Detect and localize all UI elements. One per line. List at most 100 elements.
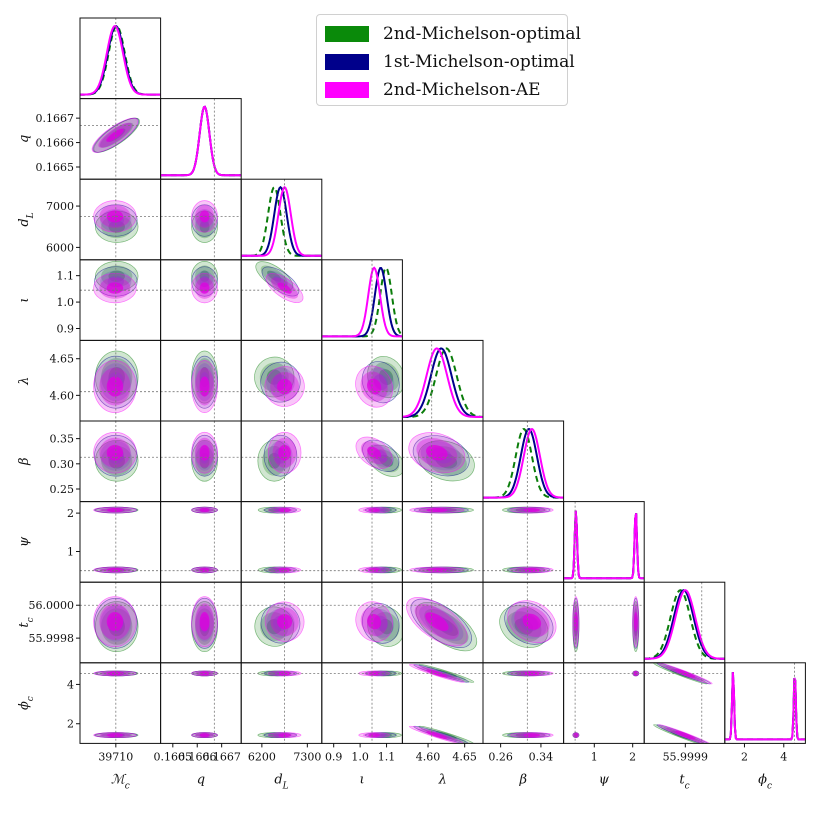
panel-dL-iota bbox=[240, 259, 323, 341]
panel-content bbox=[80, 259, 161, 341]
panel-iota-phic: 0.9 1.0 1.1 ι bbox=[321, 662, 403, 787]
panel-content bbox=[402, 662, 483, 744]
y-tick-label: 1 bbox=[67, 545, 74, 558]
panel-frame bbox=[563, 662, 645, 744]
contour-2nd-Michelson-AE-level3 bbox=[426, 444, 448, 461]
panel-content bbox=[483, 662, 564, 744]
panel-content bbox=[321, 421, 403, 502]
contour-2nd-Michelson-AE-level3 bbox=[633, 612, 638, 632]
contour-2nd-Michelson-AE-level3 bbox=[199, 376, 210, 397]
panel-beta-tc bbox=[482, 581, 565, 664]
y-axis-label-iota: ι bbox=[17, 298, 32, 303]
x-tick-label: 0.1667 bbox=[202, 750, 241, 763]
diag-beta bbox=[482, 420, 565, 503]
panel-dL-lambda bbox=[240, 339, 323, 422]
legend-label: 2nd-Michelson-optimal bbox=[383, 24, 581, 44]
x-tick-label: 55.9999 bbox=[663, 750, 709, 763]
panel-content bbox=[80, 421, 161, 502]
contour-2nd-Michelson-AE-level3 bbox=[106, 282, 124, 294]
x-tick-label: 2 bbox=[741, 750, 748, 763]
marginal-curve-2nd-Michelson-AE bbox=[483, 428, 564, 499]
panel-content bbox=[160, 259, 242, 341]
panel-content bbox=[241, 421, 322, 502]
contour-2nd-Michelson-AE-level3 bbox=[199, 612, 210, 632]
contour-2nd-Michelson-AE-level3 bbox=[278, 444, 291, 461]
y-axis-label-dL: dL bbox=[17, 212, 36, 226]
panel-frame bbox=[160, 98, 242, 180]
panel-content bbox=[483, 421, 564, 502]
marginal-curve-2nd-Michelson-AE bbox=[644, 589, 725, 660]
contour-2nd-Michelson-AE-level3 bbox=[199, 508, 210, 513]
legend-entry: 2nd-Michelson-optimal bbox=[325, 23, 581, 45]
contour-2nd-Michelson-AE-level3 bbox=[199, 282, 210, 294]
panel-iota-beta bbox=[321, 420, 403, 503]
x-axis-label-Mc: ℳc bbox=[111, 772, 130, 791]
y-tick-label: 56.0000 bbox=[29, 599, 75, 612]
panel-content bbox=[241, 259, 322, 341]
panel-content bbox=[644, 662, 725, 744]
panel-content bbox=[241, 582, 322, 663]
contour-2nd-Michelson-AE-level3 bbox=[278, 671, 291, 676]
marginal-curve-2nd-Michelson-AE bbox=[160, 105, 242, 177]
panel-content bbox=[321, 340, 403, 421]
diag-lambda bbox=[401, 339, 484, 422]
panel-content bbox=[160, 662, 242, 744]
panel-content bbox=[402, 421, 483, 502]
panel-content bbox=[483, 501, 564, 583]
contour-2nd-Michelson-AE-level3 bbox=[366, 378, 382, 395]
legend: 2nd-Michelson-optimal 1st-Michelson-opti… bbox=[316, 14, 581, 106]
y-tick-label: 0.9 bbox=[57, 323, 75, 336]
marginal-curve-2nd-Michelson-AE bbox=[80, 24, 161, 96]
contour-2nd-Michelson-AE-level3 bbox=[425, 612, 449, 632]
panel-content bbox=[80, 582, 161, 663]
legend-swatch-magenta bbox=[325, 82, 369, 98]
panel-Mc-tc: 55.9998 56.0000 tc bbox=[17, 581, 162, 664]
panel-psi-phic: 1 2 ψ bbox=[563, 662, 645, 787]
contour-2nd-Michelson-AE-level3 bbox=[523, 733, 541, 738]
x-axis-label-psi: ψ bbox=[599, 772, 610, 787]
y-axis-label-lambda: λ bbox=[17, 377, 32, 386]
panel-content bbox=[160, 98, 242, 180]
legend-swatch-green bbox=[325, 26, 369, 42]
contour-2nd-Michelson-AE-level3 bbox=[276, 378, 293, 395]
diag-q bbox=[160, 98, 242, 180]
panel-iota-psi bbox=[321, 501, 403, 583]
contour-2nd-Michelson-AE-level3 bbox=[426, 567, 448, 572]
y-axis-label-beta: β bbox=[17, 458, 32, 467]
y-tick-label: 0.1665 bbox=[36, 161, 75, 174]
x-tick-label: 0.9 bbox=[325, 750, 343, 763]
contour-2nd-Michelson-AE-level3 bbox=[106, 733, 124, 738]
contour-2nd-Michelson-AE-level3 bbox=[106, 508, 124, 513]
y-tick-label: 2 bbox=[67, 718, 74, 731]
contour-2nd-Michelson-AE-level3 bbox=[199, 210, 210, 223]
marginal-curve-1st-Michelson-optimal bbox=[644, 589, 725, 660]
y-tick-label: 4 bbox=[67, 678, 74, 691]
diag-dL bbox=[240, 178, 323, 261]
panel-dL-phic: 6200 7300 dL bbox=[240, 662, 323, 791]
panel-content bbox=[241, 501, 322, 583]
x-tick-label: 7300 bbox=[293, 750, 321, 763]
diag-psi bbox=[563, 501, 645, 583]
panel-beta-phic: 0.26 0.34β bbox=[482, 662, 565, 787]
contour-2nd-Michelson-AE-level3 bbox=[367, 446, 382, 459]
x-axis-label-lambda: λ bbox=[438, 772, 447, 787]
contour-2nd-Michelson-AE-level3 bbox=[199, 567, 210, 572]
y-tick-label: 0.35 bbox=[50, 433, 75, 446]
marginal-curve-2nd-Michelson-AE bbox=[241, 185, 322, 257]
panel-q-iota bbox=[160, 259, 242, 341]
panel-content bbox=[80, 18, 161, 99]
diag-iota bbox=[321, 259, 403, 341]
panel-content bbox=[563, 582, 645, 663]
marginal-curve-2nd-Michelson-AE bbox=[321, 266, 403, 338]
legend-entry: 1st-Michelson-optimal bbox=[325, 51, 575, 73]
panel-content bbox=[724, 662, 806, 744]
x-tick-label: 0.1665 bbox=[154, 750, 193, 763]
panel-content bbox=[321, 259, 403, 341]
panel-iota-lambda bbox=[321, 339, 403, 422]
panel-content bbox=[402, 340, 483, 421]
panel-content bbox=[563, 501, 645, 583]
y-axis-label-q: q bbox=[17, 135, 32, 143]
panel-Mc-psi: 1 2 ψ bbox=[17, 501, 162, 583]
